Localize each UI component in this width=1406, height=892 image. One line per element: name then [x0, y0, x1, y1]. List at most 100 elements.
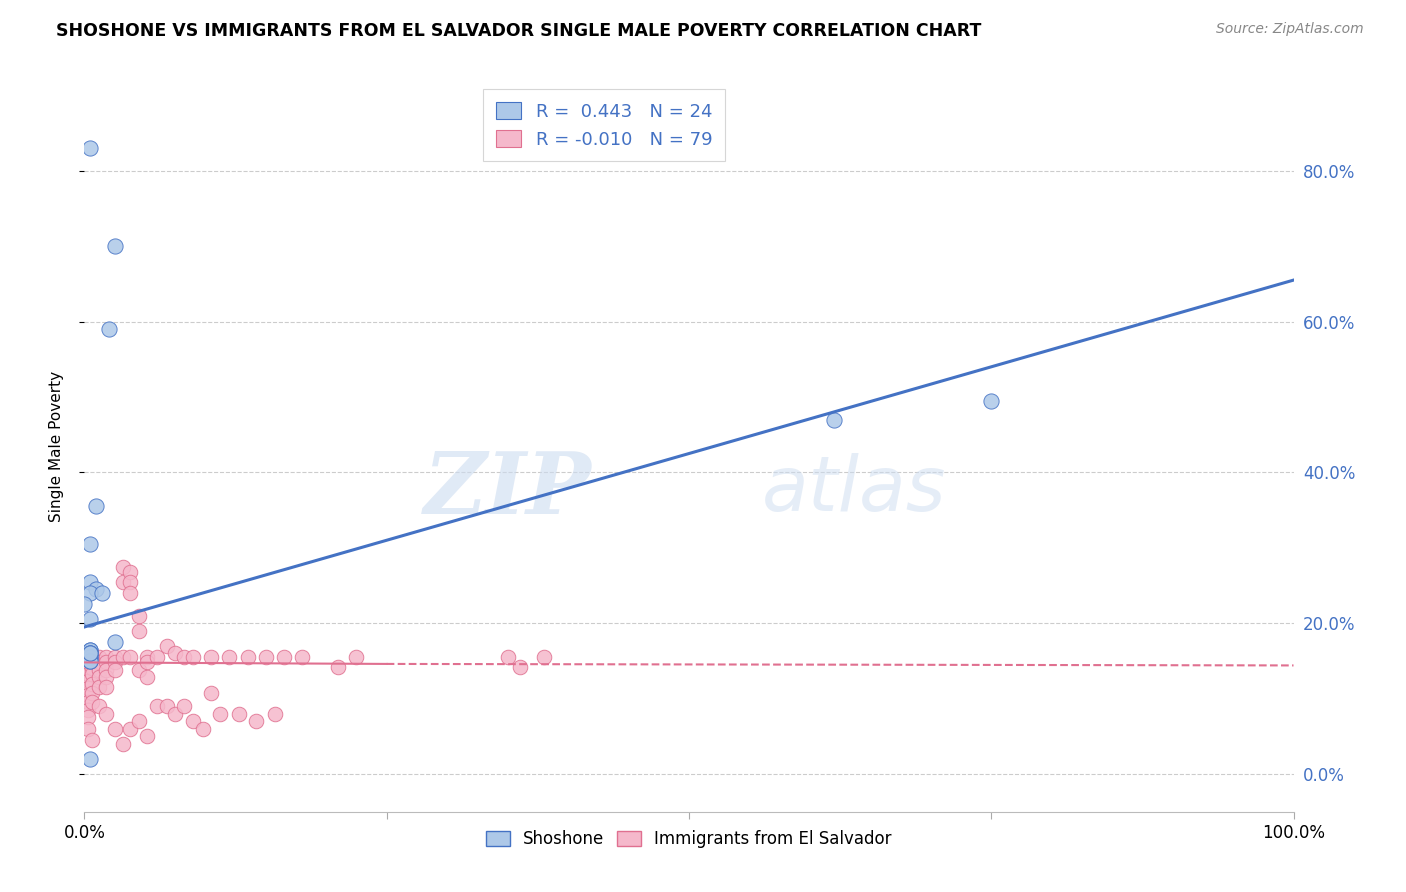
Point: [509, 660, 531, 674]
Point: [94, 681, 117, 695]
Point: [120, 722, 142, 736]
Point: [94, 671, 117, 685]
Point: [136, 656, 159, 670]
Point: [264, 706, 287, 721]
Point: [128, 663, 150, 677]
Point: [165, 706, 187, 721]
Point: [80, 667, 103, 681]
Point: [200, 685, 222, 699]
Point: [104, 635, 127, 649]
Point: [79, 646, 101, 660]
Point: [218, 650, 240, 665]
Point: [80, 695, 103, 709]
Point: [79, 650, 101, 665]
Point: [87, 681, 110, 695]
Point: [291, 650, 314, 665]
Point: [87, 650, 110, 665]
Point: [146, 650, 169, 665]
Point: [80, 676, 103, 690]
Point: [104, 650, 127, 665]
Point: [77, 688, 100, 702]
Point: [112, 574, 135, 589]
Point: [77, 681, 100, 695]
Point: [236, 650, 259, 665]
Point: [97, 322, 120, 336]
Point: [79, 642, 101, 657]
Point: [80, 733, 103, 747]
Point: [94, 656, 117, 670]
Point: [94, 650, 117, 665]
Point: [112, 650, 135, 665]
Point: [94, 663, 117, 677]
Point: [245, 714, 267, 729]
Point: [77, 667, 100, 681]
Point: [79, 646, 101, 660]
Point: [128, 624, 150, 638]
Point: [79, 612, 101, 626]
Point: [79, 586, 101, 600]
Text: atlas: atlas: [762, 453, 946, 527]
Point: [77, 703, 100, 717]
Point: [79, 537, 101, 551]
Point: [104, 722, 127, 736]
Point: [173, 699, 195, 714]
Point: [104, 239, 127, 253]
Point: [128, 714, 150, 729]
Point: [120, 565, 142, 579]
Point: [128, 608, 150, 623]
Point: [823, 412, 845, 426]
Point: [77, 674, 100, 689]
Point: [533, 650, 555, 665]
Point: [77, 695, 100, 709]
Point: [77, 710, 100, 724]
Y-axis label: Single Male Poverty: Single Male Poverty: [49, 370, 63, 522]
Point: [120, 574, 142, 589]
Point: [112, 737, 135, 751]
Point: [79, 574, 101, 589]
Point: [120, 586, 142, 600]
Text: ZIP: ZIP: [425, 448, 592, 532]
Point: [346, 650, 368, 665]
Point: [77, 722, 100, 736]
Point: [104, 663, 127, 677]
Point: [165, 646, 187, 660]
Point: [254, 650, 277, 665]
Point: [87, 656, 110, 670]
Legend: Shoshone, Immigrants from El Salvador: Shoshone, Immigrants from El Salvador: [479, 823, 898, 855]
Point: [104, 656, 127, 670]
Point: [328, 660, 350, 674]
Point: [77, 656, 100, 670]
Point: [80, 685, 103, 699]
Point: [181, 714, 204, 729]
Point: [136, 650, 159, 665]
Point: [73, 598, 96, 612]
Point: [79, 654, 101, 668]
Point: [87, 699, 110, 714]
Point: [146, 699, 169, 714]
Point: [79, 141, 101, 155]
Point: [980, 393, 1002, 408]
Point: [136, 729, 159, 743]
Point: [120, 650, 142, 665]
Point: [86, 582, 108, 597]
Point: [87, 671, 110, 685]
Point: [155, 699, 177, 714]
Point: [86, 500, 108, 514]
Point: [77, 661, 100, 675]
Text: SHOSHONE VS IMMIGRANTS FROM EL SALVADOR SINGLE MALE POVERTY CORRELATION CHART: SHOSHONE VS IMMIGRANTS FROM EL SALVADOR …: [56, 22, 981, 40]
Point: [79, 642, 101, 657]
Point: [79, 752, 101, 766]
Point: [87, 663, 110, 677]
Point: [79, 654, 101, 668]
Point: [191, 722, 214, 736]
Point: [200, 650, 222, 665]
Point: [173, 650, 195, 665]
Point: [80, 661, 103, 675]
Point: [79, 650, 101, 665]
Point: [228, 706, 250, 721]
Point: [208, 706, 231, 721]
Point: [80, 650, 103, 665]
Point: [79, 646, 101, 660]
Text: Source: ZipAtlas.com: Source: ZipAtlas.com: [1216, 22, 1364, 37]
Point: [136, 671, 159, 685]
